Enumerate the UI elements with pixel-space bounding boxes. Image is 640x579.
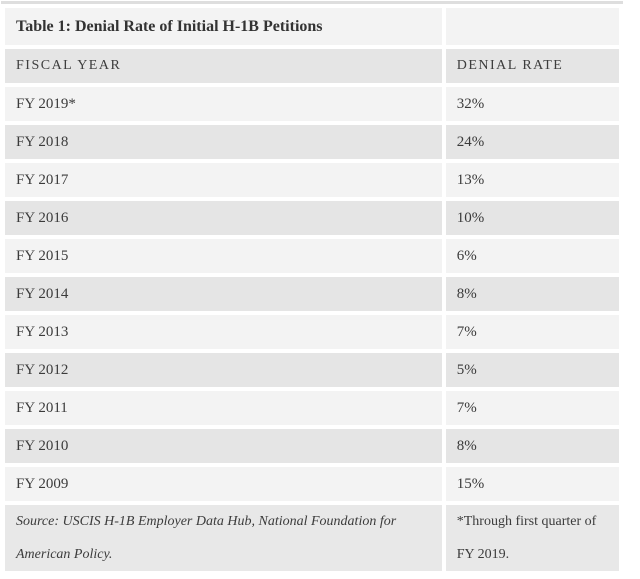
column-header-fiscal-year: FISCAL YEAR [5,49,442,83]
denial-rate-table-container: Table 1: Denial Rate of Initial H-1B Pet… [1,1,623,575]
column-header-denial-rate: DENIAL RATE [445,49,619,83]
table-row: FY 2010 8% [5,429,619,463]
table-header-row: FISCAL YEAR DENIAL RATE [5,49,619,83]
source-note: Source: USCIS H-1B Employer Data Hub, Na… [5,505,442,571]
table-title-row: Table 1: Denial Rate of Initial H-1B Pet… [5,8,619,45]
fiscal-year-cell: FY 2016 [5,201,442,235]
fiscal-year-cell: FY 2011 [5,391,442,425]
fiscal-year-cell: FY 2018 [5,125,442,159]
denial-rate-cell: 15% [445,467,619,501]
denial-rate-cell: 10% [445,201,619,235]
table-head: Table 1: Denial Rate of Initial H-1B Pet… [5,8,619,83]
denial-rate-cell: 24% [445,125,619,159]
table-row: FY 2012 5% [5,353,619,387]
table-row: FY 2011 7% [5,391,619,425]
table-row: FY 2016 10% [5,201,619,235]
table-row: FY 2014 8% [5,277,619,311]
fiscal-year-cell: FY 2015 [5,239,442,273]
table-title: Table 1: Denial Rate of Initial H-1B Pet… [5,8,442,45]
table-row: FY 2013 7% [5,315,619,349]
denial-rate-table: Table 1: Denial Rate of Initial H-1B Pet… [1,4,623,575]
fiscal-year-cell: FY 2012 [5,353,442,387]
fiscal-year-cell: FY 2010 [5,429,442,463]
denial-rate-cell: 7% [445,391,619,425]
denial-rate-cell: 8% [445,277,619,311]
table-top-border [1,1,623,4]
table-title-spacer-cell [445,8,619,45]
denial-rate-cell: 13% [445,163,619,197]
fiscal-year-cell: FY 2019* [5,87,442,121]
table-body: FY 2019* 32% FY 2018 24% FY 2017 13% FY 2016 10… [5,87,619,501]
denial-rate-cell: 6% [445,239,619,273]
denial-rate-cell: 8% [445,429,619,463]
table-row: FY 2019* 32% [5,87,619,121]
table-foot: Source: USCIS H-1B Employer Data Hub, Na… [5,505,619,571]
table-row: FY 2009 15% [5,467,619,501]
asterisk-note: *Through first quarter of FY 2019. [445,505,619,571]
fiscal-year-cell: FY 2009 [5,467,442,501]
table-row: FY 2015 6% [5,239,619,273]
table-row: FY 2017 13% [5,163,619,197]
table-row: FY 2018 24% [5,125,619,159]
fiscal-year-cell: FY 2017 [5,163,442,197]
denial-rate-cell: 7% [445,315,619,349]
denial-rate-cell: 5% [445,353,619,387]
fiscal-year-cell: FY 2014 [5,277,442,311]
table-footer-row: Source: USCIS H-1B Employer Data Hub, Na… [5,505,619,571]
fiscal-year-cell: FY 2013 [5,315,442,349]
denial-rate-cell: 32% [445,87,619,121]
